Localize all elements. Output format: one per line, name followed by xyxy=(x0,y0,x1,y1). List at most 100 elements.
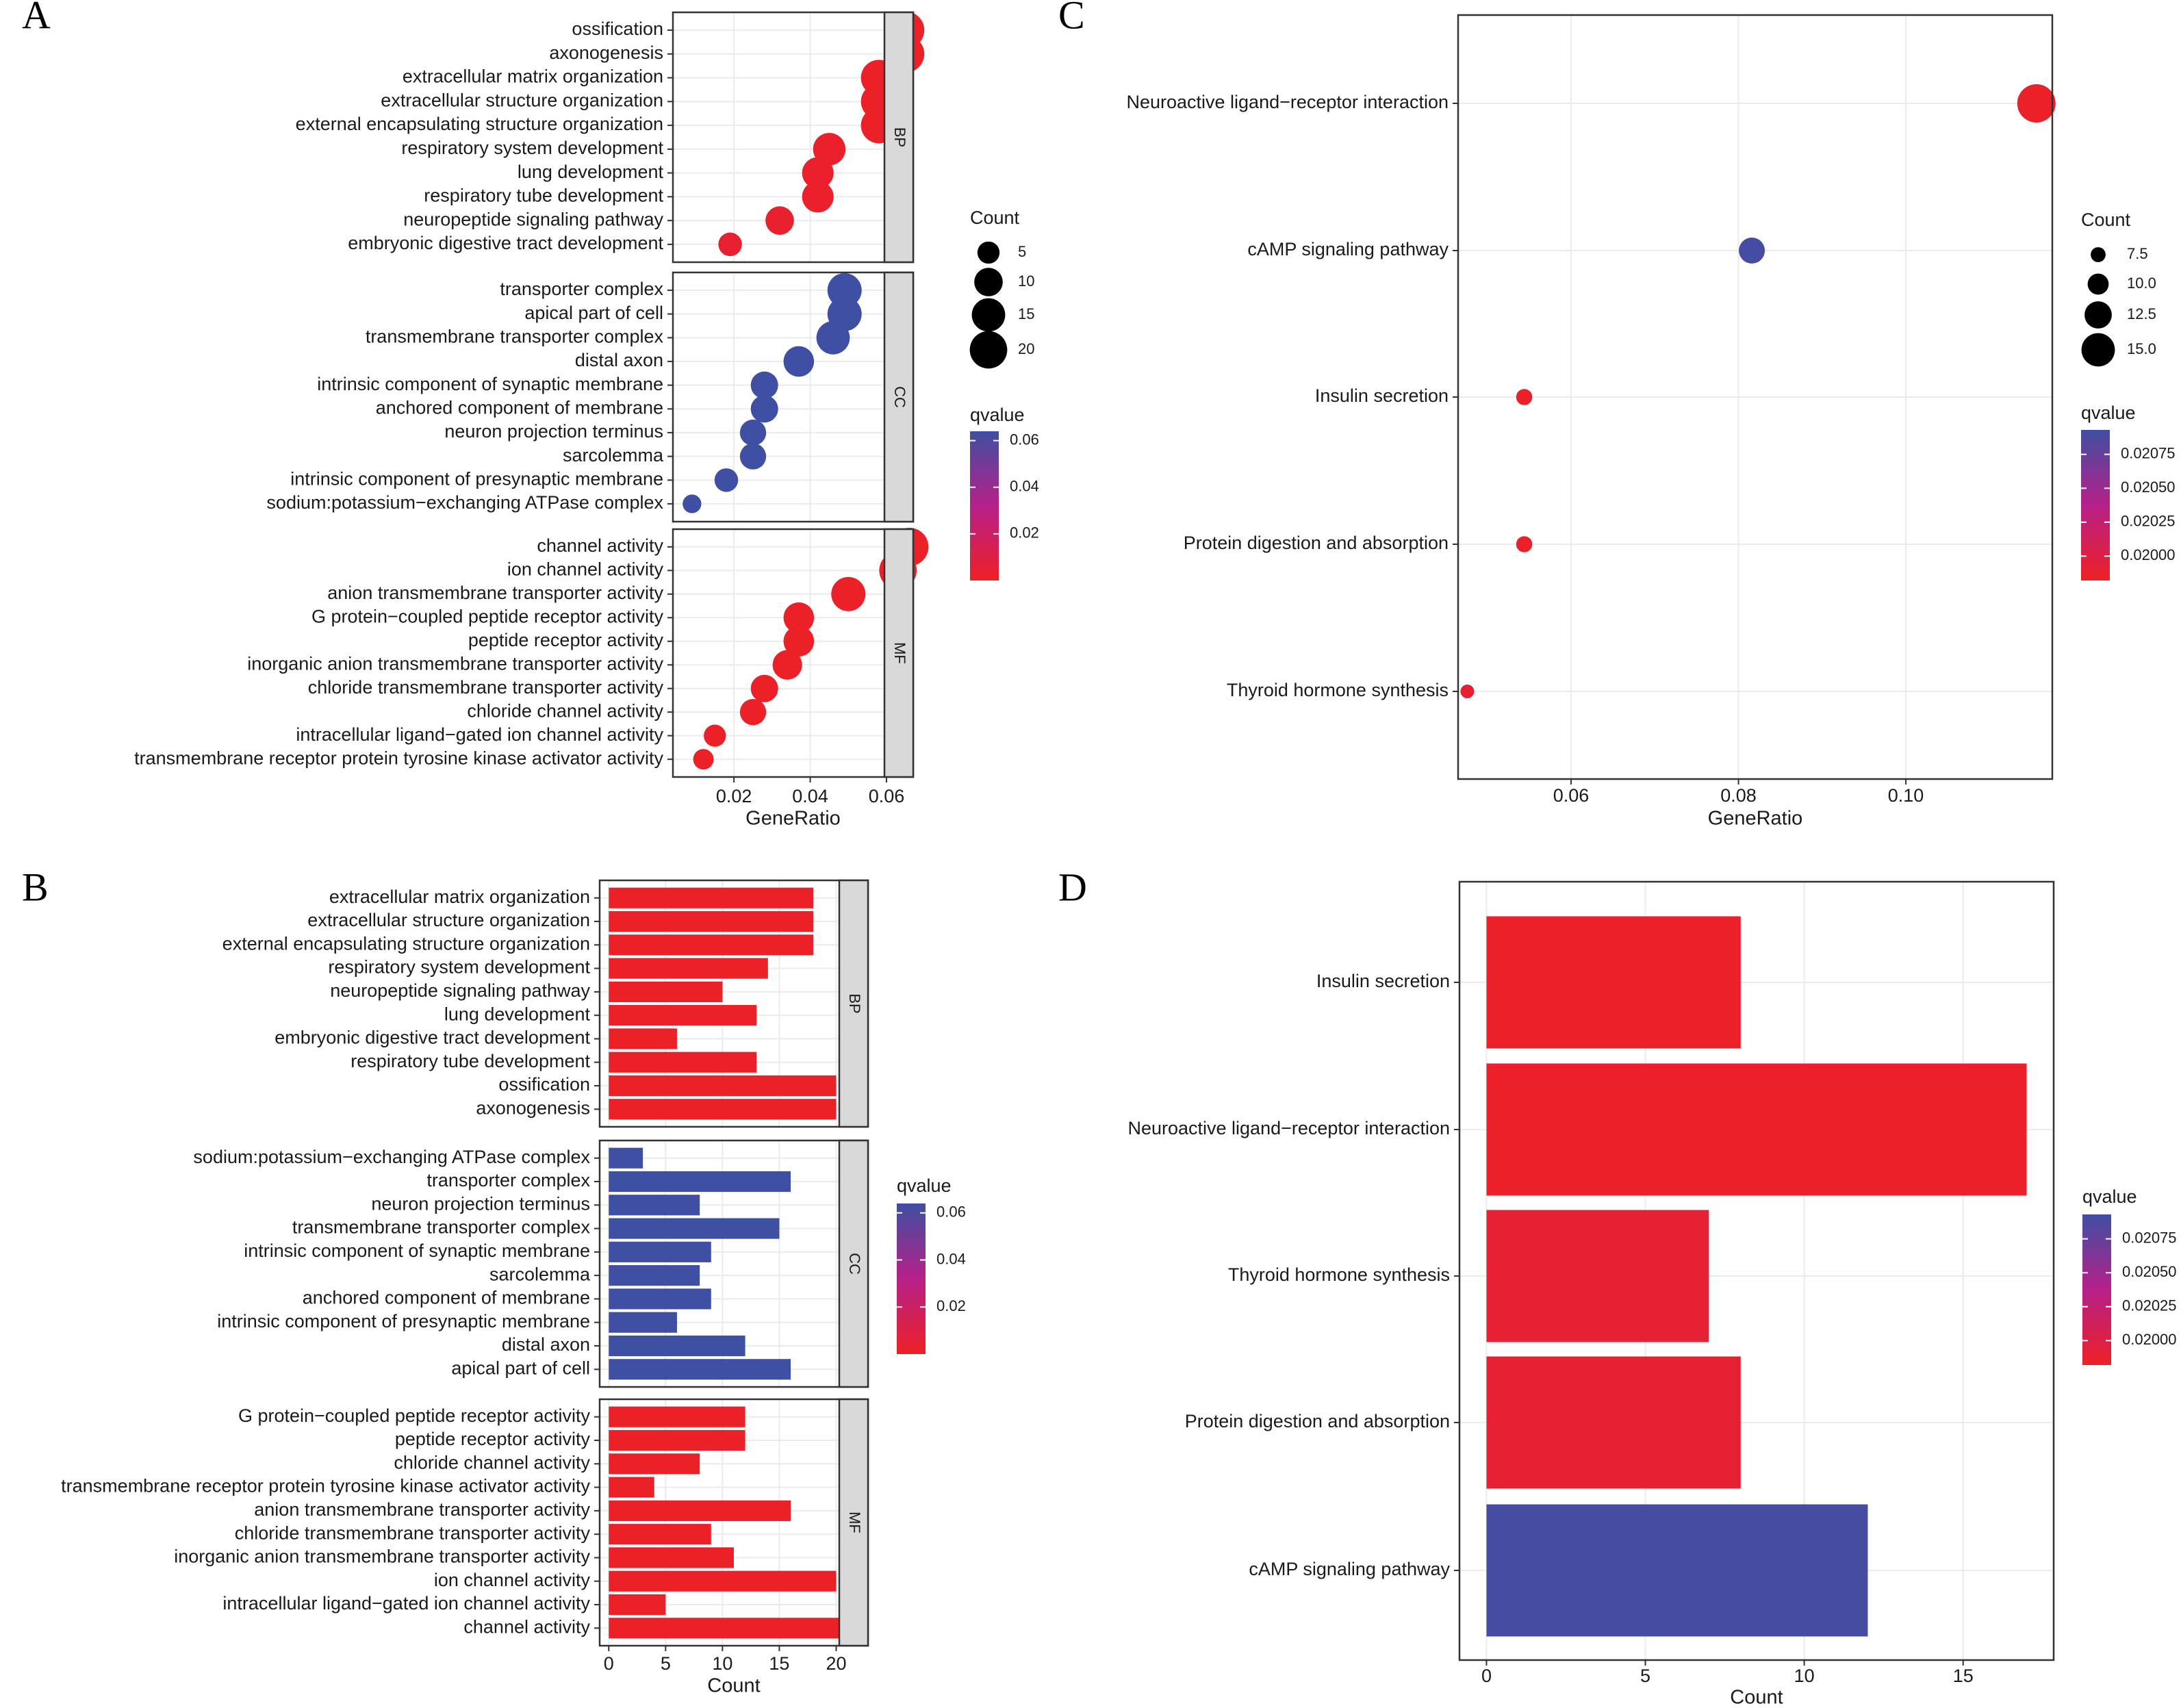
panel-b-strip xyxy=(838,1398,869,1647)
panel-a-plot-area xyxy=(673,272,913,522)
panel-b-term-label: transporter complex xyxy=(426,1170,590,1190)
panel-b-strip xyxy=(838,879,869,1128)
panel-d-x-title: Count xyxy=(1730,1687,1783,1708)
panel-c-xtick-label: 0.06 xyxy=(1553,785,1590,806)
panel-b-term-label: peptide receptor activity xyxy=(395,1429,591,1449)
panel-a-dot xyxy=(693,749,714,770)
panel-a-dot xyxy=(704,724,726,747)
panel-a-strip xyxy=(883,528,915,778)
panel-a-dot xyxy=(718,232,742,257)
panel-c-dot xyxy=(1460,685,1475,698)
panel-c-colorbar-label: 0.02025 xyxy=(2121,513,2176,530)
panel-b-colorbar-label: 0.02 xyxy=(936,1297,966,1314)
panel-c-term-label: Insulin secretion xyxy=(1315,385,1449,406)
panel-b-bar xyxy=(609,1195,700,1216)
panel-d-term-label: cAMP signaling pathway xyxy=(1249,1559,1450,1579)
panel-d-xtick-label: 15 xyxy=(1953,1666,1974,1686)
panel-b-xtick-label: 15 xyxy=(769,1653,789,1674)
panel-b-term-label: respiratory system development xyxy=(328,957,590,978)
panel-a-term-label: distal axon xyxy=(575,350,663,370)
panel-a-term-label: peptide receptor activity xyxy=(468,630,664,650)
panel-letter-b: B xyxy=(22,865,49,909)
panel-b-bar xyxy=(609,1453,700,1475)
panel-letter-c: C xyxy=(1058,0,1085,37)
panel-a-dot xyxy=(802,181,834,213)
panel-a-term-label: transporter complex xyxy=(500,279,663,299)
panel-b-color-legend-title: qvalue xyxy=(897,1175,952,1196)
panel-a-term-label: G protein−coupled peptide receptor activ… xyxy=(311,606,664,626)
panel-a-x-title: GeneRatio xyxy=(745,808,841,830)
panel-a-dot xyxy=(783,346,815,377)
panel-a-size-legend-label: 5 xyxy=(1018,243,1026,260)
panel-a-dot xyxy=(739,419,767,446)
panel-a-dot xyxy=(739,699,767,726)
panel-b-bar xyxy=(609,1335,745,1357)
panel-a-xtick-label: 0.02 xyxy=(716,786,752,806)
panel-d-colorbar-label: 0.02075 xyxy=(2122,1229,2177,1246)
panel-b-strip-label: BP xyxy=(846,993,863,1013)
panel-b-strip-label: CC xyxy=(846,1253,863,1275)
panel-b-bar xyxy=(609,1028,677,1049)
panel-b-bar xyxy=(609,1288,711,1310)
panel-b-bar xyxy=(609,1524,711,1545)
panel-b-term-label: sodium:potassium−exchanging ATPase compl… xyxy=(193,1147,590,1167)
panel-b-bar xyxy=(609,887,814,908)
panel-letter-d: D xyxy=(1058,865,1087,909)
panel-c-size-legend-dot xyxy=(2091,247,2106,262)
panel-a-term-label: external encapsulating structure organiz… xyxy=(296,114,663,134)
panel-c-size-legend-label: 12.5 xyxy=(2127,305,2156,322)
panel-b-xtick-label: 0 xyxy=(604,1653,614,1674)
panel-a-size-legend-dot xyxy=(977,241,1000,264)
panel-b-term-label: neuron projection terminus xyxy=(371,1193,590,1214)
panel-c-colorbar xyxy=(2081,430,2110,581)
panel-a-term-label: lung development xyxy=(518,162,664,182)
panel-a-strip-label: BP xyxy=(891,127,908,147)
panel-c-dot xyxy=(1516,536,1533,552)
panel-c-size-legend-label: 10.0 xyxy=(2127,275,2156,292)
panel-a-xtick-label: 0.06 xyxy=(869,786,905,806)
panel-b-bar xyxy=(609,1547,734,1568)
panel-c-colorbar-label: 0.02075 xyxy=(2121,444,2176,461)
panel-a-term-label: respiratory system development xyxy=(401,138,663,158)
panel-d-term-label: Insulin secretion xyxy=(1316,971,1450,991)
panel-d-colorbar-label: 0.02025 xyxy=(2122,1297,2177,1314)
panel-a-xtick-label: 0.04 xyxy=(792,786,828,806)
panel-a-term-label: sarcolemma xyxy=(563,445,664,466)
panel-b-term-label: extracellular structure organization xyxy=(307,910,590,930)
panel-a-strip xyxy=(883,271,915,523)
panel-b-term-label: ossification xyxy=(498,1074,590,1095)
panel-d-term-label: Neuroactive ligand−receptor interaction xyxy=(1127,1118,1450,1138)
panel-a-term-label: intrinsic component of synaptic membrane xyxy=(317,374,663,394)
panel-d-term-label: Protein digestion and absorption xyxy=(1185,1411,1450,1431)
panel-a-term-label: transmembrane transporter complex xyxy=(366,326,664,346)
panel-b-term-label: intrinsic component of synaptic membrane xyxy=(244,1240,590,1261)
panel-letter-a: A xyxy=(22,0,51,37)
panel-a-dot xyxy=(739,443,767,470)
panel-d-colorbar-label: 0.02000 xyxy=(2122,1331,2177,1348)
panel-b-xtick-label: 5 xyxy=(661,1653,671,1674)
panel-a-strip-label: CC xyxy=(891,386,908,408)
panel-c-term-label: cAMP signaling pathway xyxy=(1247,239,1449,259)
panel-c-frame xyxy=(1457,14,2054,780)
panel-b-term-label: sarcolemma xyxy=(489,1264,591,1284)
panel-b-bar xyxy=(609,1500,791,1521)
panel-a-dot xyxy=(831,576,866,611)
panel-a-term-label: axonogenesis xyxy=(549,42,663,63)
panel-b-term-label: intrinsic component of presynaptic membr… xyxy=(217,1311,590,1331)
panel-c-xtick-label: 0.10 xyxy=(1888,785,1924,806)
panel-a-term-label: ion channel activity xyxy=(507,559,664,579)
panel-b-term-label: lung development xyxy=(444,1004,591,1024)
panel-b-colorbar xyxy=(897,1203,926,1354)
panel-a-dot xyxy=(714,468,739,492)
panel-a-colorbar-label: 0.04 xyxy=(1010,478,1039,495)
panel-c-size-legend-dot xyxy=(2087,273,2109,295)
panel-a-strip-label: MF xyxy=(891,642,908,664)
panel-b-x-title: Count xyxy=(707,1675,760,1697)
panel-a-dot xyxy=(827,273,862,307)
panel-d-colorbar-label: 0.02050 xyxy=(2122,1263,2177,1280)
panel-b-term-label: apical part of cell xyxy=(451,1358,590,1378)
panel-b-bar xyxy=(609,910,814,932)
panel-b-colorbar-label: 0.06 xyxy=(936,1203,966,1221)
panel-a-dot xyxy=(683,494,702,513)
